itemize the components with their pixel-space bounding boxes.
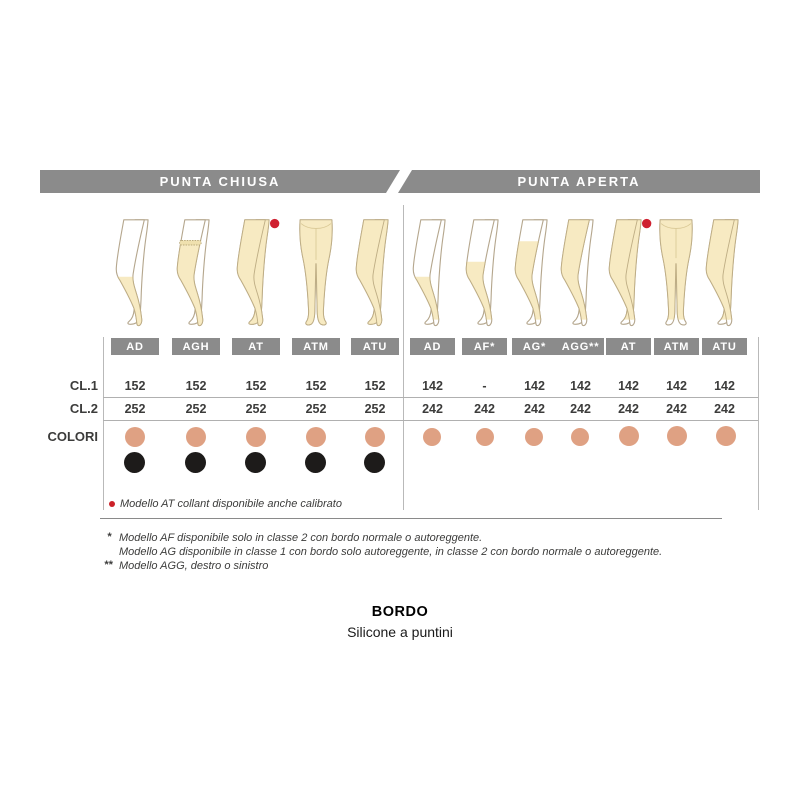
table-left-line — [103, 337, 104, 510]
cl1-open-ad: 142 — [422, 378, 443, 393]
note-at: Modello AT collant disponibile anche cal… — [120, 498, 342, 510]
model-chip-open-at: AT — [606, 338, 651, 355]
notes-separator-line — [100, 518, 722, 519]
cl2-open-atm: 242 — [666, 401, 687, 416]
color-dot-beige — [186, 427, 206, 447]
color-dot-beige — [423, 428, 441, 446]
color-dot-black — [305, 452, 326, 473]
note-af: Modello AF disponibile solo in classe 2 … — [119, 532, 483, 544]
cl2-open-at: 242 — [618, 401, 639, 416]
color-dot-black — [185, 452, 206, 473]
leg-figure-closed-ad-icon — [115, 219, 149, 327]
color-dot-beige — [365, 427, 385, 447]
color-dot-beige — [667, 426, 687, 446]
cl1-closed-atm: 152 — [305, 378, 327, 393]
leg-figure-open-atu-icon — [705, 219, 739, 327]
color-dot-black — [245, 452, 266, 473]
row-separator-2 — [103, 420, 758, 421]
color-dot-beige — [125, 427, 145, 447]
cl1-open-af: - — [482, 378, 487, 393]
model-chip-open-ad: AD — [410, 338, 455, 355]
color-dot-beige — [619, 426, 639, 446]
cl1-closed-ad: 152 — [124, 378, 146, 393]
model-chip-closed-atm: ATM — [292, 338, 340, 355]
note-ag: Modello AG disponibile in classe 1 con b… — [119, 546, 663, 558]
cl1-closed-at: 152 — [245, 378, 267, 393]
punta-aperta-header-bar: PUNTA APERTA — [398, 170, 760, 193]
cl2-open-atu: 242 — [714, 401, 735, 416]
red-bullet-icon — [109, 501, 115, 507]
color-dot-beige — [246, 427, 266, 447]
leg-figure-closed-at-icon — [236, 218, 280, 327]
cl1-open-at: 142 — [618, 378, 639, 393]
leg-figure-closed-atm-icon — [299, 219, 333, 326]
punta-aperta-title: PUNTA APERTA — [517, 174, 641, 189]
model-chip-closed-agh: AGH — [172, 338, 220, 355]
cl1-closed-agh: 152 — [185, 378, 207, 393]
model-chip-open-atu: ATU — [702, 338, 747, 355]
row-separator-1 — [103, 397, 758, 398]
punta-chiusa-header-bar: PUNTA CHIUSA — [40, 170, 400, 193]
color-dot-beige — [571, 428, 589, 446]
row-label-cl2: CL.2 — [69, 401, 98, 416]
color-dot-beige — [306, 427, 326, 447]
cl2-closed-atm: 252 — [305, 401, 327, 416]
leg-figure-open-at-icon — [608, 218, 652, 327]
model-chip-open-ag: AG* — [512, 338, 557, 355]
footer-title-bordo: BORDO — [371, 604, 429, 620]
punta-chiusa-title: PUNTA CHIUSA — [159, 174, 281, 189]
color-dot-beige — [525, 428, 543, 446]
cl1-open-atm: 142 — [666, 378, 687, 393]
table-right-line — [758, 337, 759, 510]
leg-figure-closed-agh-icon — [176, 219, 210, 327]
section-divider-line — [403, 205, 404, 510]
cl2-closed-ad: 252 — [124, 401, 146, 416]
footer-subtitle: Silicone a puntini — [347, 624, 453, 640]
model-chip-open-atm: ATM — [654, 338, 699, 355]
note-agg: Modello AGG, destro o sinistro — [119, 560, 269, 572]
cl1-open-atu: 142 — [714, 378, 735, 393]
cl1-closed-atu: 152 — [364, 378, 386, 393]
color-dot-black — [364, 452, 385, 473]
cl2-open-agg: 242 — [570, 401, 591, 416]
model-chip-open-af: AF* — [462, 338, 507, 355]
color-dot-beige — [716, 426, 736, 446]
cl2-open-ad: 242 — [422, 401, 443, 416]
note-agg-marker: ** — [104, 559, 113, 571]
color-dot-black — [124, 452, 145, 473]
cl1-open-ag: 142 — [524, 378, 545, 393]
note-af-marker: * — [107, 531, 112, 543]
leg-figure-closed-atu-icon — [355, 219, 389, 327]
cl1-open-agg: 142 — [570, 378, 591, 393]
cl2-closed-agh: 252 — [185, 401, 207, 416]
row-label-colori: COLORI — [47, 429, 98, 444]
row-label-cl1: CL.1 — [69, 378, 98, 393]
cl2-open-ag: 242 — [524, 401, 545, 416]
cl2-closed-at: 252 — [245, 401, 267, 416]
model-chip-closed-at: AT — [232, 338, 280, 355]
cl2-open-af: 242 — [474, 401, 495, 416]
leg-figure-open-ad-icon — [412, 219, 446, 327]
color-dot-beige — [476, 428, 494, 446]
leg-figure-open-af-icon — [465, 219, 499, 327]
cl2-closed-atu: 252 — [364, 401, 386, 416]
model-chip-closed-atu: ATU — [351, 338, 399, 355]
model-chip-open-agg: AGG** — [557, 338, 604, 355]
leg-figure-open-atm-icon — [659, 219, 693, 326]
model-chip-closed-ad: AD — [111, 338, 159, 355]
